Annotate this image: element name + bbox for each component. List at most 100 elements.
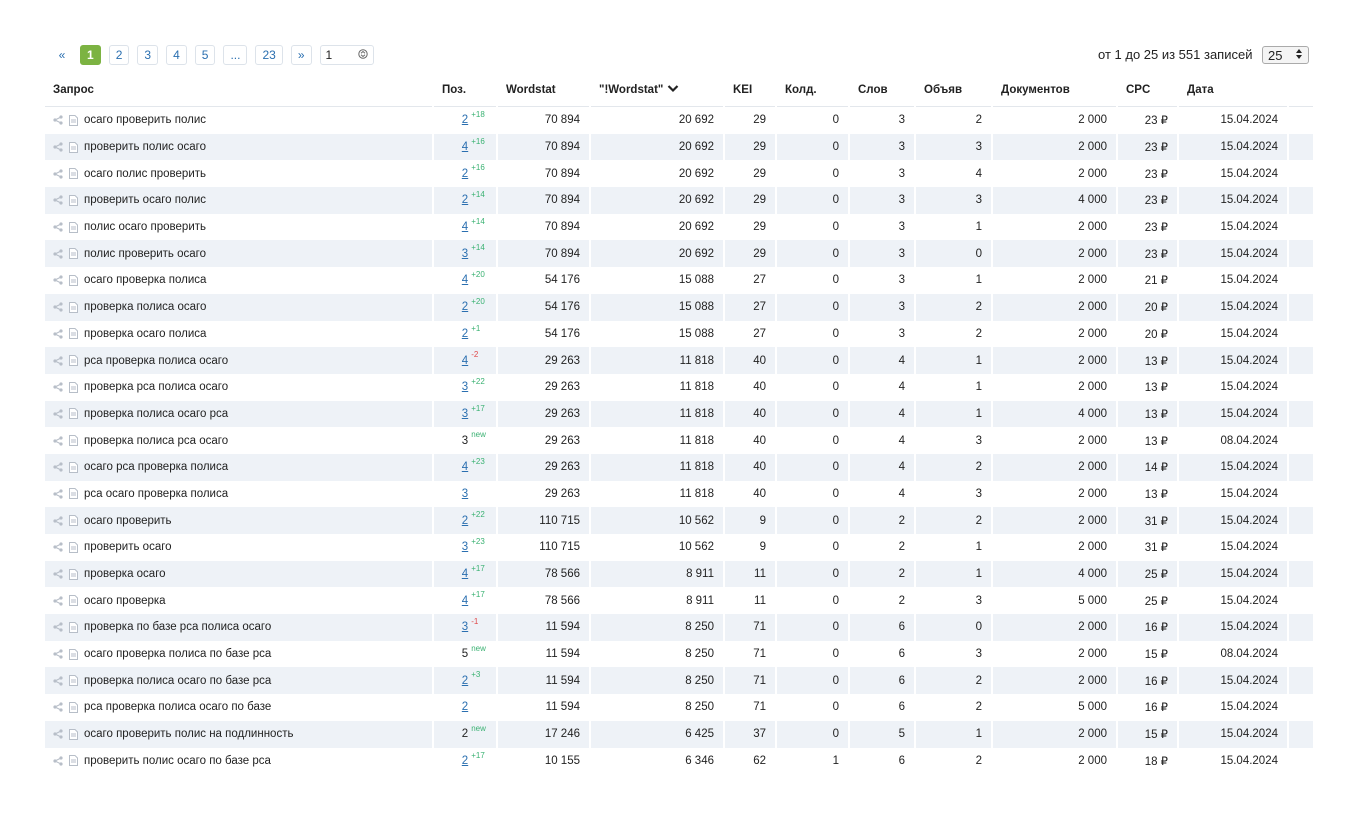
document-icon[interactable] — [69, 435, 78, 447]
column-header[interactable]: Документов — [992, 73, 1118, 107]
position-value[interactable]: 2 — [461, 114, 469, 127]
document-icon[interactable] — [69, 301, 78, 313]
share-icon[interactable] — [53, 329, 63, 339]
document-icon[interactable] — [69, 541, 78, 553]
position-value[interactable]: 3 — [461, 247, 469, 260]
page-button[interactable]: 23 — [255, 45, 283, 65]
page-button[interactable]: 2 — [108, 45, 130, 65]
page-button[interactable]: 3 — [137, 45, 159, 65]
position-value[interactable]: 4 — [461, 274, 469, 287]
document-icon[interactable] — [69, 728, 78, 740]
column-header[interactable]: Wordstat — [497, 73, 591, 107]
share-icon[interactable] — [53, 195, 63, 205]
document-icon[interactable] — [69, 248, 78, 260]
share-icon[interactable] — [53, 569, 63, 579]
share-icon[interactable] — [53, 222, 63, 232]
position-value[interactable]: 4 — [461, 461, 469, 474]
column-header[interactable]: Запрос — [45, 73, 434, 107]
share-icon[interactable] — [53, 729, 63, 739]
share-icon[interactable] — [53, 382, 63, 392]
position-value[interactable]: 2 — [461, 167, 469, 180]
document-icon[interactable] — [69, 274, 78, 286]
share-icon[interactable] — [53, 409, 63, 419]
word-count-cell: 2 — [849, 507, 916, 534]
document-icon[interactable] — [69, 141, 78, 153]
position-value[interactable]: 4 — [461, 354, 469, 367]
page-input[interactable]: 1 — [319, 45, 374, 65]
document-icon[interactable] — [69, 515, 78, 527]
document-icon[interactable] — [69, 355, 78, 366]
share-icon[interactable] — [53, 355, 63, 366]
share-icon[interactable] — [53, 702, 63, 713]
document-icon[interactable] — [69, 381, 78, 393]
position-value[interactable]: 3 — [461, 541, 469, 554]
position-value[interactable]: 4 — [461, 141, 469, 154]
column-header[interactable]: Поз. — [433, 73, 498, 107]
position-cell: 4 +16 — [433, 133, 498, 161]
share-icon[interactable] — [53, 489, 63, 499]
share-icon[interactable] — [53, 622, 63, 632]
position-value[interactable]: 2 — [461, 301, 469, 314]
ads-cell: 2 — [915, 293, 993, 321]
position-value[interactable]: 4 — [461, 594, 469, 607]
share-icon[interactable] — [53, 676, 63, 686]
page-size-select[interactable]: 25 — [1262, 46, 1309, 64]
share-icon[interactable] — [53, 516, 63, 526]
position-value[interactable]: 2 — [461, 514, 469, 527]
document-icon[interactable] — [69, 595, 78, 607]
column-header[interactable]: Слов — [849, 73, 916, 107]
documents-cell: 2 000 — [992, 480, 1118, 508]
column-header[interactable]: "!Wordstat" — [590, 73, 725, 107]
column-header[interactable]: Дата — [1178, 73, 1289, 107]
position-value[interactable]: 3 — [461, 381, 469, 394]
document-icon[interactable] — [69, 621, 78, 633]
document-icon[interactable] — [69, 648, 78, 660]
share-icon[interactable] — [53, 435, 63, 446]
document-icon[interactable] — [69, 675, 78, 687]
page-button[interactable]: « — [52, 45, 72, 65]
position-value[interactable]: 4 — [461, 221, 469, 234]
document-icon[interactable] — [69, 568, 78, 580]
document-icon[interactable] — [69, 701, 78, 713]
position-value[interactable]: 2 — [461, 194, 469, 207]
column-header[interactable]: Колд. — [776, 73, 850, 107]
position-value[interactable]: 4 — [461, 568, 469, 581]
document-icon[interactable] — [69, 194, 78, 206]
page-button[interactable]: 1 — [80, 45, 101, 65]
document-icon[interactable] — [69, 408, 78, 420]
page-button[interactable]: 4 — [166, 45, 187, 65]
document-icon[interactable] — [69, 114, 78, 126]
share-icon[interactable] — [53, 142, 63, 152]
wordstat-cell: 70 894 — [497, 187, 591, 214]
share-icon[interactable] — [53, 249, 63, 259]
column-header[interactable]: Объяв — [915, 73, 993, 107]
share-icon[interactable] — [53, 542, 63, 552]
document-icon[interactable] — [69, 328, 78, 340]
share-icon[interactable] — [53, 169, 63, 179]
position-value[interactable]: 2 — [461, 701, 469, 714]
column-header[interactable]: CPC — [1117, 73, 1179, 107]
share-icon[interactable] — [53, 462, 63, 472]
document-icon[interactable] — [69, 168, 78, 180]
position-value[interactable]: 2 — [461, 327, 469, 340]
document-icon[interactable] — [69, 221, 78, 233]
document-icon[interactable] — [69, 461, 78, 473]
position-value[interactable]: 3 — [461, 407, 469, 420]
page-button[interactable]: 5 — [194, 45, 216, 65]
share-icon[interactable] — [53, 649, 63, 659]
share-icon[interactable] — [53, 275, 63, 286]
share-icon[interactable] — [53, 756, 63, 766]
share-icon[interactable] — [53, 302, 63, 312]
document-icon[interactable] — [69, 488, 78, 500]
position-value[interactable]: 3 — [461, 621, 469, 634]
position-value[interactable]: 2 — [461, 754, 469, 767]
page-button[interactable]: » — [290, 45, 312, 65]
position-value[interactable]: 2 — [461, 674, 469, 687]
page-button[interactable]: ... — [223, 45, 248, 65]
column-header[interactable]: KEI — [724, 73, 777, 107]
document-icon[interactable] — [69, 755, 78, 767]
share-icon[interactable] — [53, 115, 63, 125]
position-value[interactable]: 3 — [461, 487, 469, 500]
competition-cell: 0 — [776, 694, 850, 721]
share-icon[interactable] — [53, 596, 63, 606]
